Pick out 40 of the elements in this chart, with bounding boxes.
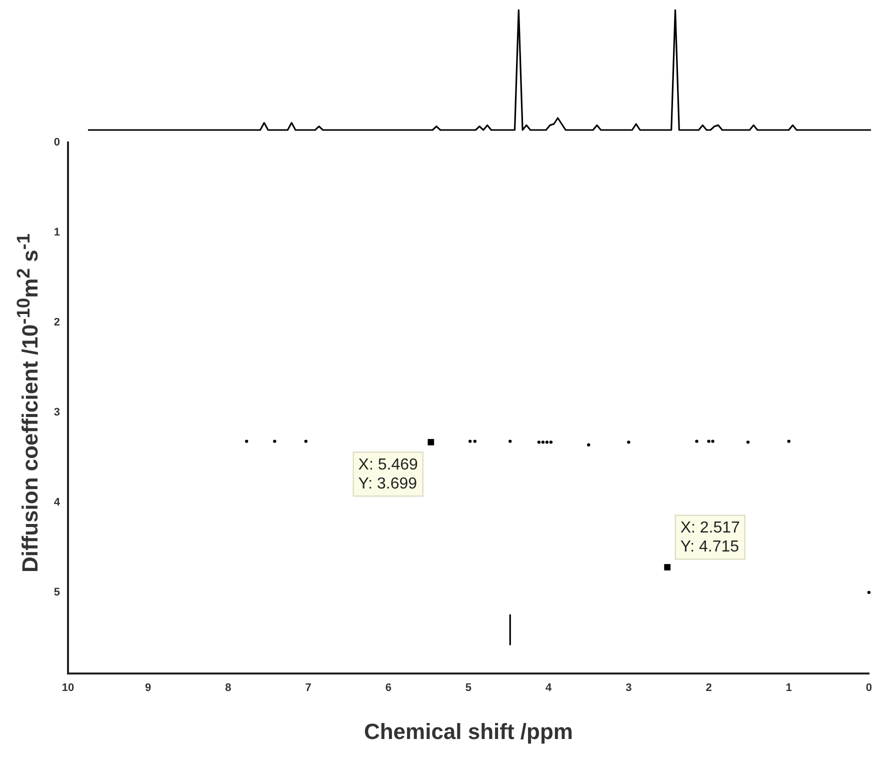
- x-tick-label: 3: [626, 682, 632, 694]
- point: [508, 440, 512, 443]
- point: [273, 440, 276, 443]
- x-tick-label: 10: [62, 682, 74, 694]
- point: [711, 440, 714, 443]
- x-tick-label: 4: [546, 682, 552, 694]
- y-tick-label: 5: [54, 586, 60, 598]
- x-tick-label: 6: [385, 682, 392, 694]
- point: [627, 440, 630, 444]
- y-tick-label: 4: [54, 496, 61, 508]
- annotation: X: 2.517 Y: 4.715: [680, 520, 740, 556]
- x-tick-label: 7: [305, 682, 312, 694]
- x-tick-label: 5: [465, 682, 472, 694]
- point: [664, 564, 671, 570]
- point: [537, 440, 541, 444]
- x-tick-label: 1: [786, 682, 792, 694]
- y-tick-label: 1: [54, 226, 60, 239]
- point: [867, 590, 871, 594]
- point: [428, 439, 434, 446]
- point: [473, 440, 476, 443]
- y-tick-label: 2: [54, 316, 60, 329]
- x-tick-label: 8: [225, 682, 232, 694]
- y-tick-label: 3: [54, 406, 60, 419]
- point: [787, 440, 790, 443]
- point: [707, 440, 710, 443]
- point: [587, 443, 590, 446]
- point: [746, 440, 750, 444]
- point: [545, 440, 549, 444]
- annotation: X: 5.469 Y: 3.699: [358, 456, 418, 493]
- point: [695, 440, 698, 443]
- x-tick-label: 2: [706, 682, 712, 694]
- point: [468, 440, 472, 443]
- x-tick-label: 0: [866, 682, 872, 694]
- y-tick-label: 0: [54, 136, 60, 149]
- point: [541, 440, 545, 444]
- x-tick-label: 9: [145, 682, 152, 694]
- point: [304, 440, 308, 443]
- x-axis-title: Chemical shift /ppm: [364, 718, 573, 744]
- point: [549, 440, 553, 444]
- point: [245, 440, 248, 443]
